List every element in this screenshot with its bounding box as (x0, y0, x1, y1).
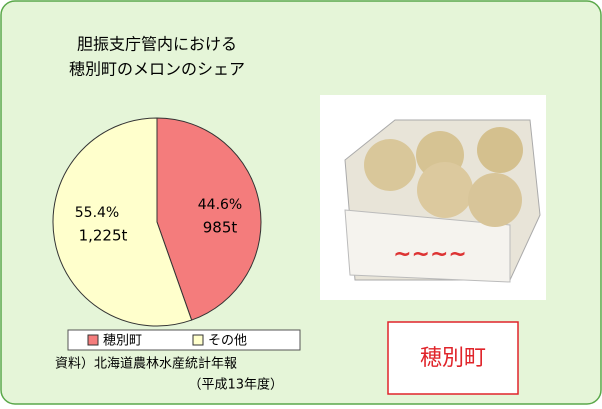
value-label: 44.6% (198, 197, 242, 213)
legend-swatch (193, 335, 203, 345)
legend-label: 穂別町 (103, 334, 142, 349)
chart-title: 穂別町のメロンのシェア (69, 60, 245, 79)
value-label: 55.4% (75, 205, 119, 221)
source: 資料）北海道農林水産統計年報 (55, 356, 237, 372)
legend-swatch (88, 335, 98, 345)
photo: ~~~~ (320, 95, 546, 300)
badge: 穂別町 (420, 346, 486, 371)
source-year: （平成13年度） (188, 377, 283, 393)
tonnage-label: 1,225t (79, 227, 128, 245)
chart: 胆振支庁管内における 穂別町のメロンのシェア 44.6% 985t 55.4% 1,2… (0, 0, 602, 405)
tonnage-label: 985t (203, 219, 238, 237)
svg-text:~~~~: ~~~~ (393, 242, 467, 267)
chart-title: 胆振支庁管内における (77, 35, 237, 54)
legend-label: その他 (208, 334, 247, 349)
